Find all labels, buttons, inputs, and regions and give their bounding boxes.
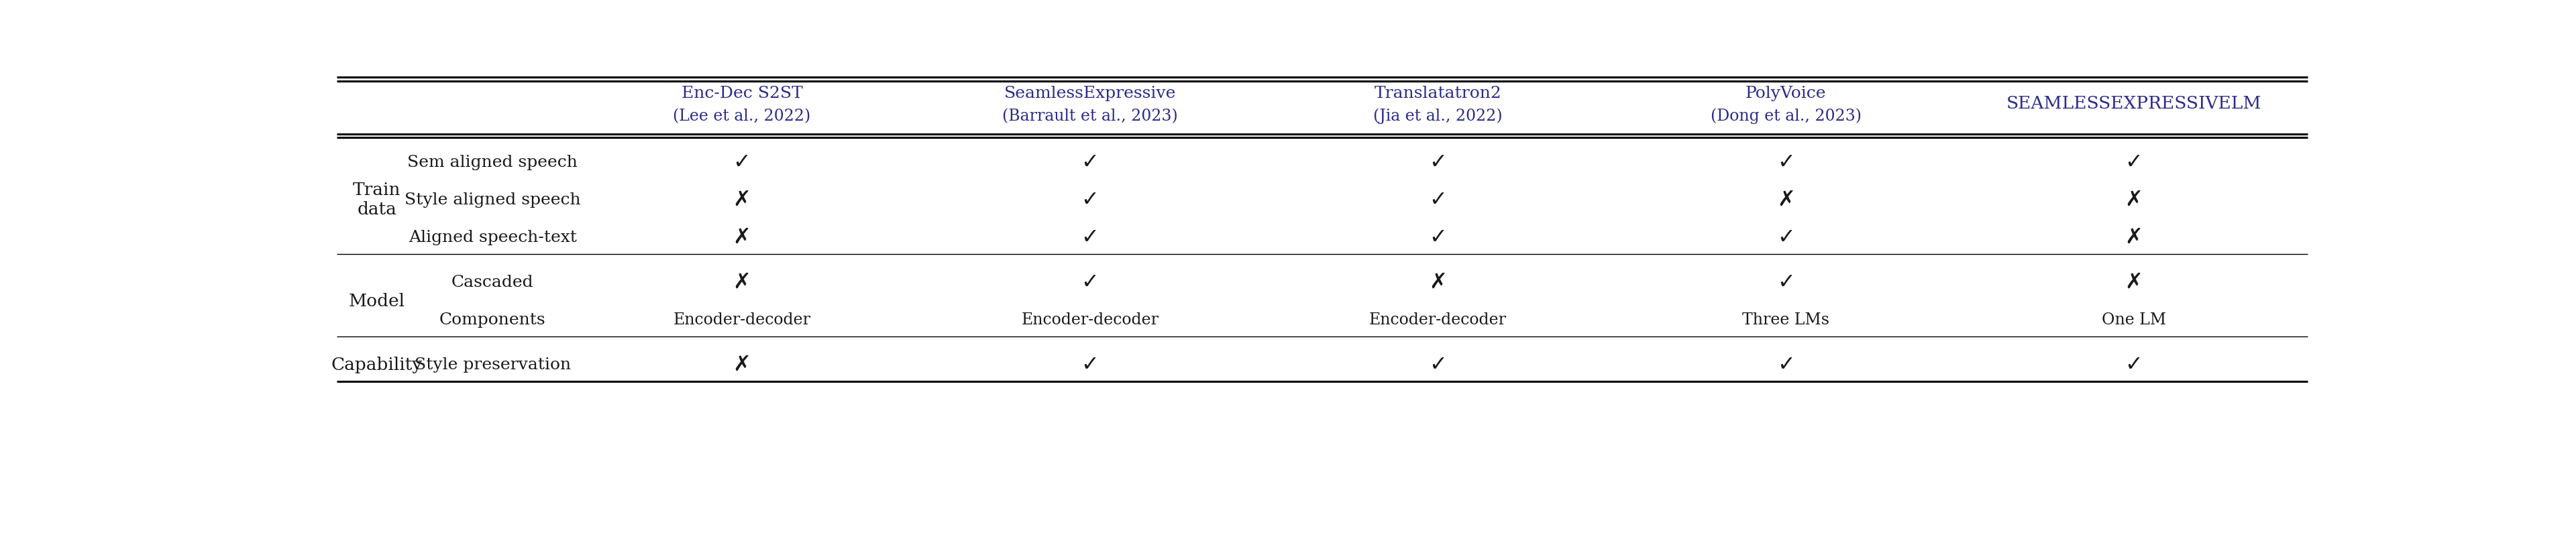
Text: Sem aligned speech: Sem aligned speech [407,155,577,170]
Text: ✓: ✓ [1082,272,1100,293]
Text: ✓: ✓ [1430,354,1448,375]
Text: Enc-Dec S2ST: Enc-Dec S2ST [680,86,804,101]
Text: Encoder-decoder: Encoder-decoder [1370,312,1507,328]
Text: ✓: ✓ [1082,354,1100,375]
Text: Style preservation: Style preservation [415,357,572,372]
Text: ✓: ✓ [1082,152,1100,173]
Text: Style aligned speech: Style aligned speech [404,192,580,208]
Text: Train
data: Train data [353,182,402,218]
Text: ✗: ✗ [2125,272,2143,293]
Text: Encoder-decoder: Encoder-decoder [1020,312,1159,328]
Text: ✓: ✓ [1082,190,1100,210]
Text: ✗: ✗ [1430,272,1448,293]
Text: ✓: ✓ [1777,354,1795,375]
Text: ✓: ✓ [734,152,752,173]
Text: ✓: ✓ [2125,354,2143,375]
Text: (Barrault et al., 2023): (Barrault et al., 2023) [1002,108,1177,124]
Text: PolyVoice: PolyVoice [1747,86,1826,101]
Text: ✗: ✗ [2125,190,2143,210]
Text: Components: Components [440,312,546,328]
Text: ✓: ✓ [1430,152,1448,173]
Text: Encoder-decoder: Encoder-decoder [672,312,811,328]
Text: ✓: ✓ [2125,152,2143,173]
Text: (Dong et al., 2023): (Dong et al., 2023) [1710,108,1862,124]
Text: ✗: ✗ [734,272,752,293]
Text: Three LMs: Three LMs [1741,312,1829,328]
Text: One LM: One LM [2102,312,2166,328]
Text: ✓: ✓ [1777,272,1795,293]
Text: ✓: ✓ [1430,228,1448,248]
Text: ✓: ✓ [1430,190,1448,210]
Text: Translatatron2: Translatatron2 [1376,86,1502,101]
Text: ✓: ✓ [1777,228,1795,248]
Text: ✓: ✓ [1777,152,1795,173]
Text: (Jia et al., 2022): (Jia et al., 2022) [1373,108,1502,124]
Text: Cascaded: Cascaded [451,274,533,290]
Text: ✗: ✗ [1777,190,1795,210]
Text: ✓: ✓ [1082,228,1100,248]
Text: SEAMLESSEXPRESSIVELM: SEAMLESSEXPRESSIVELM [2007,96,2262,112]
Text: Model: Model [348,293,404,310]
Text: SeamlessExpressive: SeamlessExpressive [1005,86,1175,101]
Text: (Lee et al., 2022): (Lee et al., 2022) [672,108,811,124]
Text: Aligned speech-text: Aligned speech-text [410,230,577,245]
Text: ✗: ✗ [734,354,752,375]
Text: ✗: ✗ [734,190,752,210]
Text: Capability: Capability [332,356,422,373]
Text: ✗: ✗ [734,228,752,248]
Text: ✗: ✗ [2125,228,2143,248]
